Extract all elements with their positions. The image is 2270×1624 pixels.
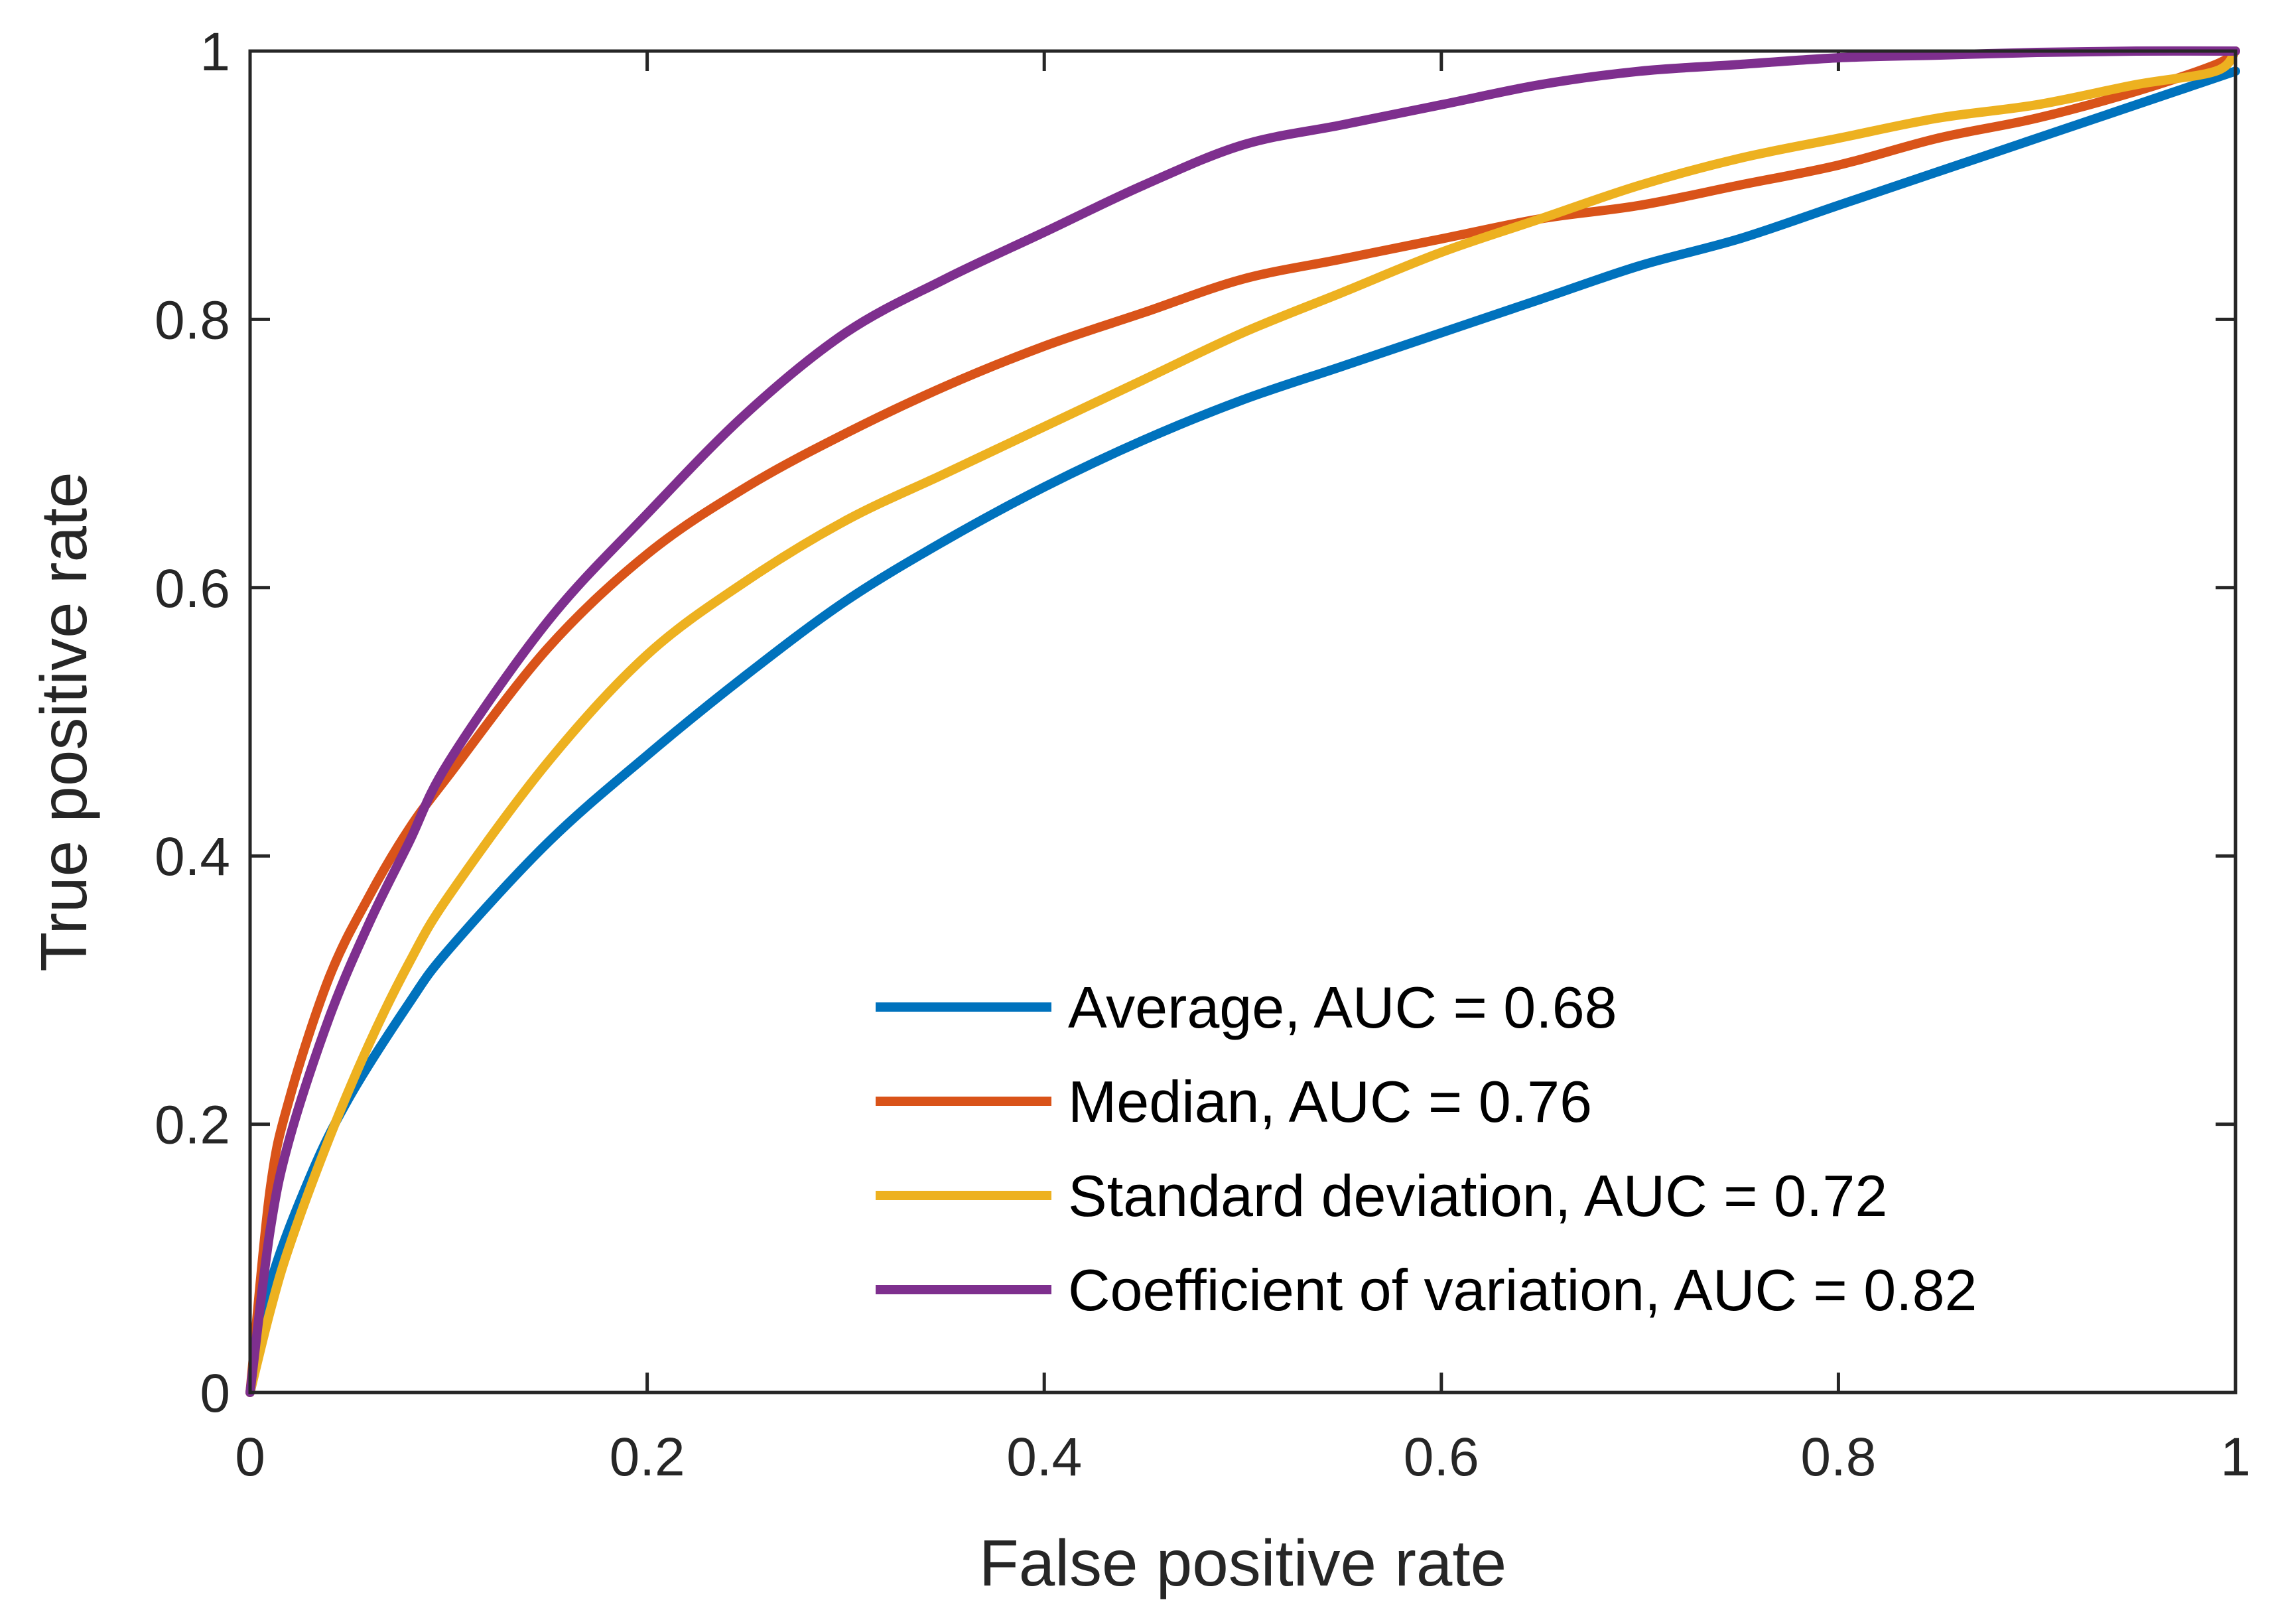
legend-label: Average, AUC = 0.68 xyxy=(1068,975,1617,1040)
median-roc-line xyxy=(245,46,2240,1397)
y-tick-label: 0.6 xyxy=(155,559,230,619)
coef-variation-roc-line xyxy=(245,46,2240,1397)
y-tick-label: 1 xyxy=(200,22,230,82)
y-axis-label: True positive rate xyxy=(27,472,100,971)
legend-coef-variation: Coefficient of variation, AUC = 0.82 xyxy=(876,1257,1977,1323)
legend-label: Coefficient of variation, AUC = 0.82 xyxy=(1068,1257,1977,1323)
y-tick-label: 0.2 xyxy=(155,1095,230,1156)
legend-std-dev: Standard deviation, AUC = 0.72 xyxy=(876,1163,1887,1229)
x-tick-label: 1 xyxy=(2220,1427,2251,1487)
x-tick-label: 0.8 xyxy=(1800,1427,1876,1487)
x-tick-label: 0.2 xyxy=(610,1427,685,1487)
std-dev-roc-line xyxy=(245,46,2240,1397)
legend-average: Average, AUC = 0.68 xyxy=(876,975,1617,1040)
plot-frame xyxy=(248,49,2237,1394)
legend-median: Median, AUC = 0.76 xyxy=(876,1069,1592,1134)
y-tick-label: 0 xyxy=(200,1363,230,1424)
y-tick-label: 0.8 xyxy=(155,290,230,350)
legend-label: Median, AUC = 0.76 xyxy=(1068,1069,1592,1134)
ticklabels-layer: 0 0.2 0.4 0.6 0.8 1 0 0.2 0.4 0.6 0.8 1 xyxy=(155,22,2251,1487)
legend-label: Standard deviation, AUC = 0.72 xyxy=(1068,1163,1887,1229)
y-tick-label: 0.4 xyxy=(155,827,230,887)
lines-layer xyxy=(245,46,2240,1397)
average-roc-line xyxy=(245,66,2240,1397)
legend: Average, AUC = 0.68 Median, AUC = 0.76 Sta… xyxy=(876,975,1977,1323)
x-axis-label: False positive rate xyxy=(979,1526,1506,1599)
x-tick-label: 0.4 xyxy=(1006,1427,1082,1487)
x-tick-label: 0 xyxy=(235,1427,265,1487)
x-tick-label: 0.6 xyxy=(1404,1427,1479,1487)
